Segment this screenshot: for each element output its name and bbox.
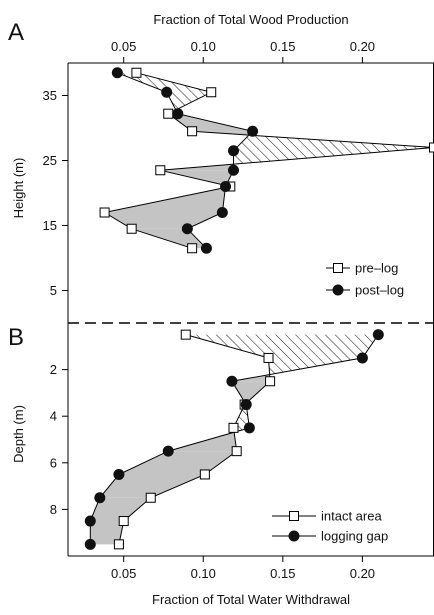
panel-b-x-tick-label: 0.10 <box>191 566 216 581</box>
panel-a-series-2-circle-point <box>172 108 183 119</box>
panel-b-x-tick-label: 0.05 <box>111 566 136 581</box>
legend-b-gap-label: logging gap <box>321 529 388 544</box>
panel-a-legend: pre–log post–log <box>326 261 404 298</box>
panel-b-series-1-square-point <box>146 493 155 502</box>
panel-a-series-2-circle-point <box>220 181 231 192</box>
panel-a-series-1-square-point <box>164 109 173 118</box>
panel-b-series-2-circle-point <box>163 446 174 457</box>
panel-b-y-tick-label: 6 <box>50 455 57 470</box>
panel-b-y-tick-label: 2 <box>50 362 57 377</box>
panel-a-fill-layer <box>105 73 434 249</box>
panel-a-series-2-circle-point <box>161 87 172 98</box>
legend-b-gap-marker <box>289 531 300 542</box>
panel-a-series-1-square-point <box>207 88 216 97</box>
panel-a-x-tick-label: 0.10 <box>191 39 216 54</box>
panel-b-series-1-square-point <box>181 330 190 339</box>
panel-a-series-2-circle-point <box>112 67 123 78</box>
panel-a-x-axis-title: Fraction of Total Wood Production <box>153 12 348 27</box>
panel-a-letter: A <box>8 19 24 46</box>
panel-a-series-1-square-point <box>430 143 434 152</box>
panel-a-series-1-square-point <box>132 68 141 77</box>
ticks-layer: 0.05 0.10 0.15 0.20 5 15 25 35 0.05 0.10 0.15 0.20 2… <box>43 39 376 581</box>
panel-a-series-1-square-point <box>100 208 109 217</box>
legend-a-post-log-marker <box>333 285 344 296</box>
panel-b-series-1-square-point <box>119 517 128 526</box>
panel-b-series-1-square-point <box>232 447 241 456</box>
panel-b-series-2-circle-point <box>244 422 255 433</box>
panel-b-series-2-circle-point <box>94 492 105 503</box>
legend-b-intact-marker <box>290 512 299 521</box>
panel-a-x-tick-label: 0.05 <box>111 39 136 54</box>
panel-b-x-tick-label: 0.20 <box>350 566 375 581</box>
panel-b-series-1-square-point <box>266 377 275 386</box>
panel-b-legend: intact area logging gap <box>272 509 388 544</box>
legend-b-intact-label: intact area <box>321 509 382 524</box>
panel-a-series-1-square-point <box>188 244 197 253</box>
panel-a-x-tick-label: 0.20 <box>350 39 375 54</box>
panel-b-fill-region <box>232 381 270 403</box>
panel-a-y-tick-label: 5 <box>50 283 57 298</box>
panel-a-fill-region <box>167 92 212 110</box>
panel-b-series-1-square-point <box>229 423 238 432</box>
panel-a-series-2-circle-point <box>247 126 258 137</box>
panel-b-letter: B <box>8 324 24 351</box>
panel-a-x-tick-label: 0.15 <box>270 39 295 54</box>
panel-b-series-2-circle-point <box>357 352 368 363</box>
panel-b-y-tick-label: 8 <box>50 502 57 517</box>
panel-a-y-tick-label: 35 <box>43 88 57 103</box>
legend-a-pre-log-marker <box>334 264 343 273</box>
panel-a-series-2-circle-point <box>201 243 212 254</box>
panel-b-series-2-circle-point <box>113 469 124 480</box>
panel-b-fill-region <box>119 451 237 474</box>
panel-a-series-1-square-point <box>127 224 136 233</box>
panel-b-y-axis-title: Depth (m) <box>11 405 26 463</box>
panel-a-series-2-circle-point <box>228 145 239 156</box>
panel-a-series-2-circle-point <box>182 223 193 234</box>
panel-a-series-1-square-point <box>188 127 197 136</box>
panel-b-series-2-circle-point <box>241 399 252 410</box>
panel-b-series-2-circle-point <box>85 539 96 550</box>
panel-b-x-axis-title: Fraction of Total Water Withdrawal <box>152 592 350 607</box>
panel-a-y-axis-title: Height (m) <box>11 158 26 219</box>
panel-b-series-2-circle-point <box>226 376 237 387</box>
panel-b-series-1-square-point <box>264 353 273 362</box>
panel-a-series-2-circle-point <box>217 207 228 218</box>
panel-b-fill-region <box>186 335 378 358</box>
panel-a-y-tick-label: 25 <box>43 153 57 168</box>
panel-b-x-tick-label: 0.15 <box>270 566 295 581</box>
panel-a-series-1-square-point <box>156 166 165 175</box>
panel-b-y-tick-label: 4 <box>50 409 57 424</box>
panel-b-series-2-circle-point <box>85 516 96 527</box>
legend-a-pre-log-label: pre–log <box>355 261 398 276</box>
legend-a-post-log-label: post–log <box>355 283 404 298</box>
panel-b-series-2-circle-point <box>373 329 384 340</box>
panel-b-series-1-square-point <box>114 540 123 549</box>
panel-a-y-tick-label: 15 <box>43 218 57 233</box>
panel-b-series-1-line <box>119 335 270 545</box>
panel-a-series-2-circle-point <box>228 165 239 176</box>
panel-b-series-1-square-point <box>200 470 209 479</box>
